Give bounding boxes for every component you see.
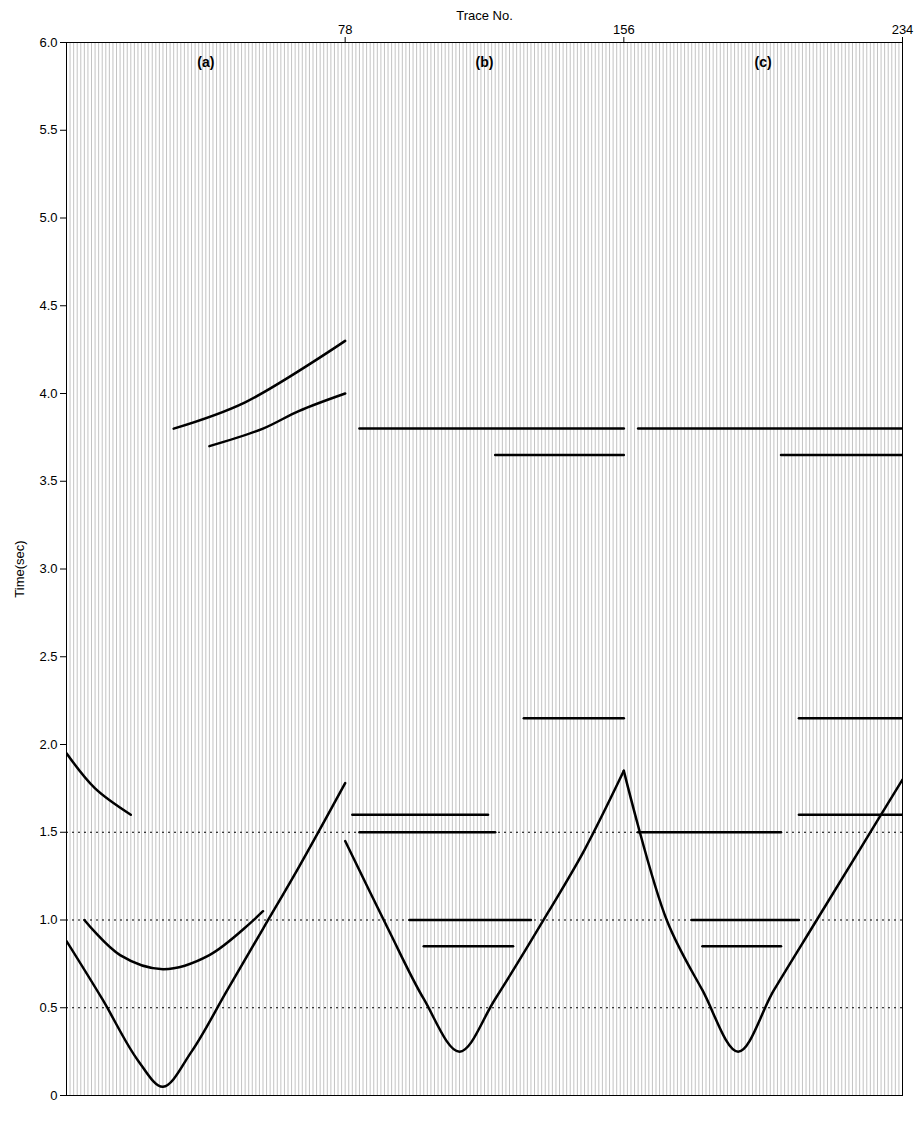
svg-text:0.5: 0.5	[39, 1000, 57, 1015]
svg-text:5.5: 5.5	[39, 122, 57, 137]
svg-text:156: 156	[613, 22, 635, 37]
svg-text:(a): (a)	[197, 54, 214, 70]
svg-text:2.5: 2.5	[39, 649, 57, 664]
svg-text:234: 234	[892, 22, 914, 37]
svg-text:1.0: 1.0	[39, 912, 57, 927]
svg-text:3.5: 3.5	[39, 473, 57, 488]
svg-text:Trace No.: Trace No.	[456, 8, 513, 23]
svg-text:2.0: 2.0	[39, 737, 57, 752]
svg-text:4.5: 4.5	[39, 298, 57, 313]
svg-text:4.0: 4.0	[39, 386, 57, 401]
svg-text:1.5: 1.5	[39, 824, 57, 839]
svg-text:(b): (b)	[476, 54, 494, 70]
svg-text:3.0: 3.0	[39, 561, 57, 576]
svg-text:5.0: 5.0	[39, 210, 57, 225]
svg-text:78: 78	[338, 22, 352, 37]
svg-text:(c): (c)	[755, 54, 772, 70]
svg-text:Time(sec): Time(sec)	[12, 540, 27, 597]
svg-text:0: 0	[50, 1088, 57, 1103]
svg-text:6.0: 6.0	[39, 35, 57, 50]
